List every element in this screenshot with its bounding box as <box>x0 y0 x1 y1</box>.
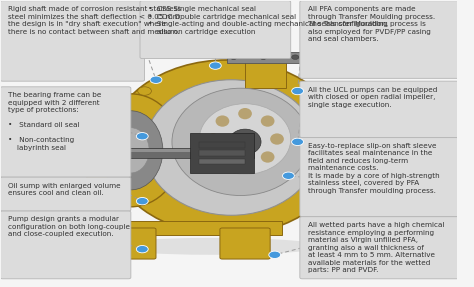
Ellipse shape <box>81 94 181 207</box>
Circle shape <box>292 55 299 59</box>
Ellipse shape <box>238 108 252 119</box>
Circle shape <box>230 55 237 59</box>
Circle shape <box>137 133 148 140</box>
Circle shape <box>137 197 148 205</box>
Circle shape <box>260 55 267 59</box>
Ellipse shape <box>216 115 229 127</box>
Ellipse shape <box>206 133 220 145</box>
Ellipse shape <box>270 133 284 145</box>
Ellipse shape <box>229 129 261 155</box>
Circle shape <box>138 87 151 95</box>
Circle shape <box>269 251 281 259</box>
FancyBboxPatch shape <box>300 138 459 217</box>
Circle shape <box>137 245 148 253</box>
Circle shape <box>210 62 221 69</box>
Text: Pump design grants a modular
configuration on both long-couple
and close-coupled: Pump design grants a modular configurati… <box>8 216 130 237</box>
Text: All wetted parts have a high chemical
resistance employing a performing
material: All wetted parts have a high chemical re… <box>308 222 444 273</box>
FancyBboxPatch shape <box>300 217 459 279</box>
FancyBboxPatch shape <box>140 1 291 59</box>
Bar <box>99 221 282 235</box>
Circle shape <box>332 122 340 127</box>
Circle shape <box>332 162 340 167</box>
FancyBboxPatch shape <box>0 87 131 177</box>
Text: All the UCL pumps can be equipped
with closed or open radial impeller,
single st: All the UCL pumps can be equipped with c… <box>308 86 437 108</box>
Ellipse shape <box>261 115 274 127</box>
Bar <box>63 148 254 158</box>
Ellipse shape <box>216 151 229 163</box>
Text: •  CSS Single mechanical seal
•  CDC Double cartridge mechanical seal
•  Single-: • CSS Single mechanical seal • CDC Doubl… <box>148 6 388 34</box>
Text: The bearing frame can be
equipped with 2 different
type of protections:

•   Sta: The bearing frame can be equipped with 2… <box>8 92 101 151</box>
Ellipse shape <box>200 104 291 174</box>
Ellipse shape <box>60 136 83 164</box>
Bar <box>200 150 245 156</box>
Ellipse shape <box>113 128 149 173</box>
Bar <box>63 149 254 152</box>
Bar <box>190 133 254 173</box>
Bar <box>245 60 286 88</box>
Circle shape <box>150 76 162 84</box>
FancyBboxPatch shape <box>0 1 145 81</box>
FancyBboxPatch shape <box>0 177 131 211</box>
Ellipse shape <box>172 88 309 195</box>
Bar <box>200 159 245 164</box>
FancyBboxPatch shape <box>300 1 459 78</box>
Text: All PFA components are made
through Transfer Moulding process.
The Transfer Moul: All PFA components are made through Tran… <box>308 6 435 42</box>
FancyBboxPatch shape <box>220 228 270 259</box>
Ellipse shape <box>99 111 163 190</box>
Circle shape <box>283 172 294 179</box>
Circle shape <box>332 142 340 147</box>
FancyBboxPatch shape <box>300 81 459 138</box>
FancyBboxPatch shape <box>106 228 156 259</box>
Ellipse shape <box>261 151 274 163</box>
Ellipse shape <box>103 238 323 255</box>
FancyBboxPatch shape <box>0 211 131 279</box>
Circle shape <box>332 105 340 110</box>
Ellipse shape <box>238 159 252 170</box>
Circle shape <box>292 87 303 95</box>
Circle shape <box>292 138 303 146</box>
Text: Oil sump with enlarged volume
ensures cool and clean oil.: Oil sump with enlarged volume ensures co… <box>8 183 120 196</box>
Text: Rigid shaft made of corrosion resistant stainless
steel minimizes the shaft defl: Rigid shaft made of corrosion resistant … <box>8 6 182 34</box>
Circle shape <box>332 179 340 184</box>
Ellipse shape <box>314 88 359 201</box>
Ellipse shape <box>108 60 346 235</box>
Text: Easy-to-replace slip-on shaft sleeve
facilitates seal maintenance in the
field a: Easy-to-replace slip-on shaft sleeve fac… <box>308 143 439 194</box>
Bar <box>227 52 309 63</box>
Ellipse shape <box>145 80 318 215</box>
Bar <box>200 142 245 148</box>
Ellipse shape <box>320 100 352 190</box>
